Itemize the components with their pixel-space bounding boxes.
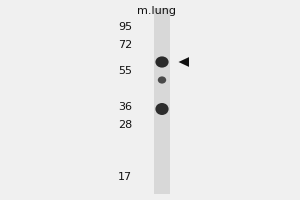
Text: 55: 55: [118, 66, 132, 76]
Text: 36: 36: [118, 102, 132, 112]
Text: 17: 17: [118, 172, 132, 182]
Bar: [154, 8, 170, 194]
Text: m.lung: m.lung: [136, 6, 176, 16]
Text: 28: 28: [118, 120, 132, 130]
Text: 95: 95: [118, 22, 132, 32]
Ellipse shape: [155, 103, 169, 115]
Polygon shape: [178, 57, 189, 67]
Text: 72: 72: [118, 40, 132, 50]
Ellipse shape: [158, 76, 166, 84]
Ellipse shape: [155, 56, 169, 68]
